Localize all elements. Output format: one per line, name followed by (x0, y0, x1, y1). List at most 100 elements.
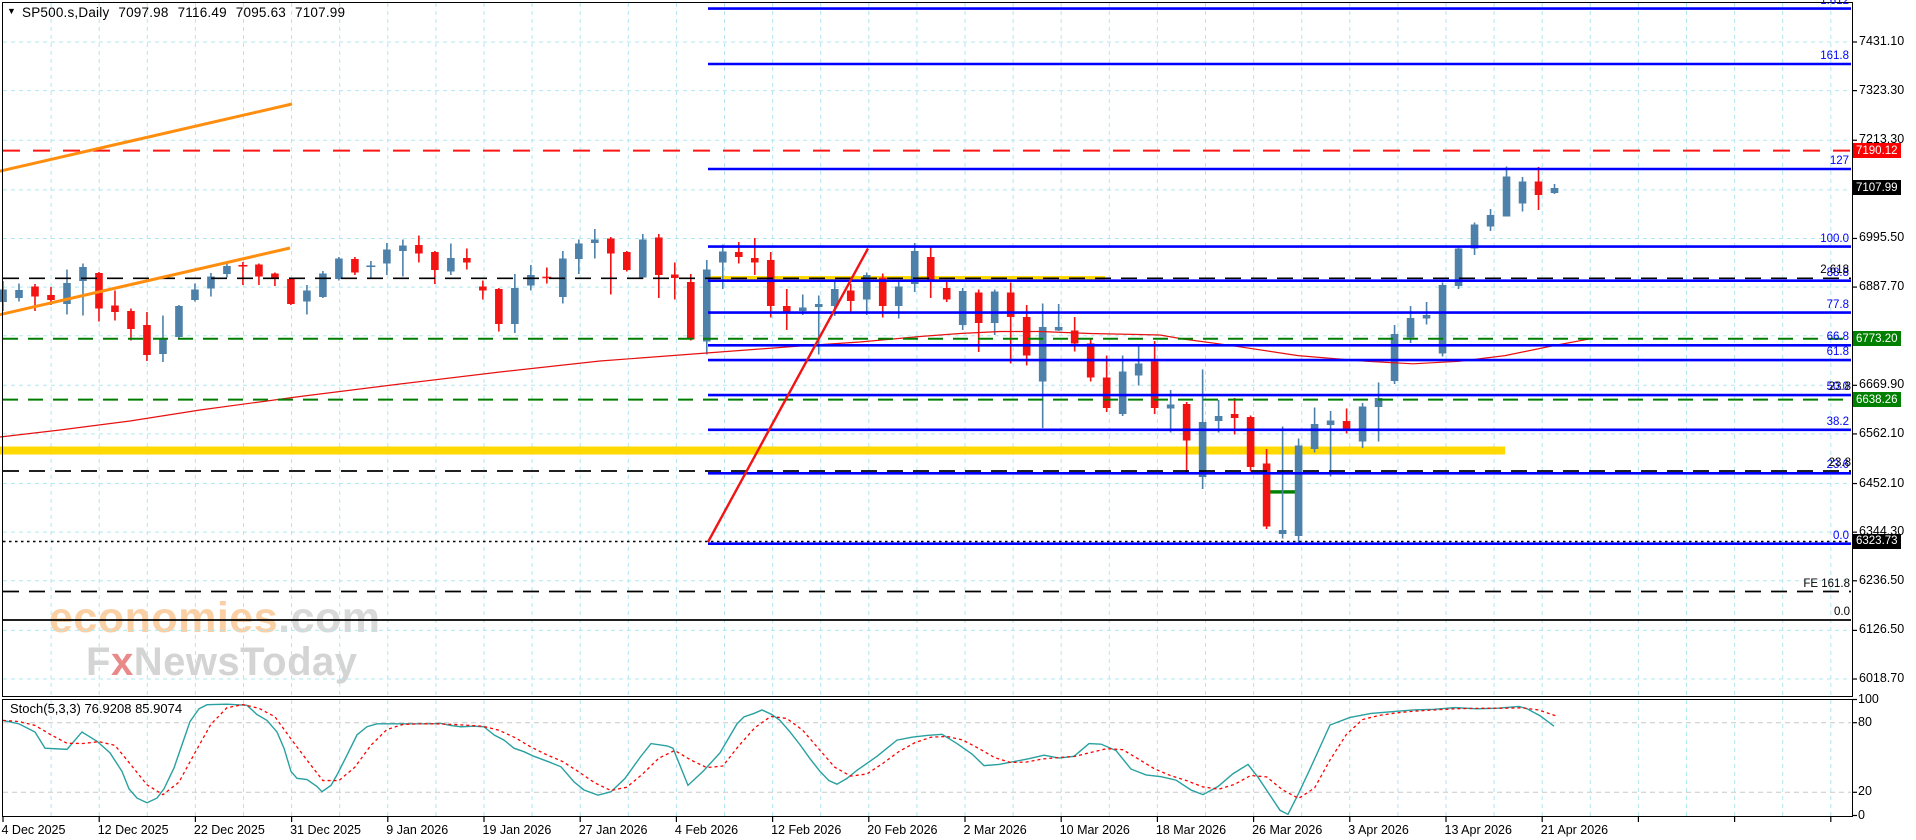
candle-body (63, 282, 71, 304)
price-axis-label: 6018.70 (1859, 671, 1905, 685)
candle-body (750, 257, 759, 263)
watermark-brand-suffix: .com (278, 594, 381, 642)
candle-body (1214, 415, 1223, 421)
candle-body (223, 266, 231, 275)
date-axis-label: 4 Feb 2026 (674, 823, 739, 837)
watermark-subtitle: FxNewsToday (86, 640, 358, 685)
chart-title: SP500.s,Daily 7097.98 7116.49 7095.63 7107.9… (22, 5, 345, 20)
stoch-axis-label: 100 (1858, 691, 1879, 706)
price-axis-label: 6126.50 (1859, 622, 1905, 637)
candle-body (990, 291, 999, 323)
price-axis-label: 6562.10 (1859, 425, 1905, 440)
stochastic-d-line (2, 703, 1557, 800)
price-axis-label: 6995.50 (1859, 230, 1905, 245)
candle-body (1118, 371, 1127, 415)
candle-body (702, 269, 711, 342)
candle-body (1230, 414, 1239, 419)
candle-body (798, 307, 807, 311)
fib-expansion-label: 23.8 (1828, 381, 1851, 394)
candle-body (527, 274, 535, 286)
ohlc-open: 7097.98 (118, 5, 169, 20)
candle-body (1342, 420, 1351, 431)
candle-body (1022, 317, 1031, 356)
fib-expansion-label: 23.8 (1828, 457, 1851, 469)
symbol-period-label: SP500.s,Daily (22, 5, 110, 20)
price-badge: 6323.73 (1853, 533, 1901, 549)
candle-body (495, 289, 503, 325)
candle-body (255, 264, 263, 277)
main-pane-border (2, 2, 1853, 697)
candle-body (303, 290, 311, 302)
stoch-axis-label: 20 (1858, 784, 1872, 799)
candle-body (1390, 333, 1399, 381)
candle-body (511, 288, 519, 325)
candle-body (431, 252, 439, 271)
orange-channel-lower (0, 246, 291, 317)
candle-body (862, 274, 871, 300)
candle-body (782, 306, 791, 313)
candle-body (1262, 463, 1271, 527)
candle-body (575, 243, 583, 260)
candle-body (479, 286, 487, 291)
candle-body (894, 286, 903, 307)
candle-body (654, 237, 663, 275)
date-axis-label: 22 Dec 2025 (193, 823, 265, 837)
fib-expansion-label: 0.0 (1834, 606, 1850, 618)
price-badge: 7107.99 (1853, 180, 1901, 196)
candle-body (814, 303, 823, 308)
candle-body (287, 278, 295, 304)
candle-body (670, 274, 679, 279)
watermark-subtitle-x: x (110, 640, 134, 684)
candle-body (335, 258, 343, 279)
candle-body (1182, 404, 1191, 441)
candle-body (1454, 248, 1463, 286)
watermark-brand: economies.com (49, 594, 381, 643)
candle-body (127, 310, 135, 330)
price-badge: 7190.12 (1853, 143, 1901, 159)
candle-body (1054, 326, 1063, 331)
candle-body (1358, 406, 1367, 442)
price-badge: 6638.26 (1853, 392, 1901, 408)
date-axis-label: 10 Mar 2026 (1059, 823, 1130, 837)
price-axis-label: 6452.10 (1859, 475, 1905, 490)
ohlc-low: 7095.63 (235, 5, 286, 20)
candle-body (1422, 314, 1431, 319)
fib-label: 61.8 (1826, 346, 1849, 359)
candle-body (718, 251, 727, 263)
candle-body (1198, 422, 1207, 478)
date-axis-label: 26 Mar 2026 (1252, 823, 1323, 837)
fib-expansion-label: 2.618 (1820, 264, 1849, 277)
yellow-band (0, 446, 1505, 455)
stoch-d-value: 85.9074 (135, 701, 183, 716)
price-badge: 6773.20 (1853, 331, 1901, 347)
candle-body (319, 273, 327, 297)
stoch-name: Stoch(5,3,3) (10, 701, 81, 716)
stoch-axis-label: 0 (1858, 807, 1865, 822)
candle-body (447, 257, 455, 272)
candle-body (639, 239, 647, 278)
candle-body (79, 267, 87, 282)
candle-body (271, 273, 279, 279)
candle-body (1326, 420, 1335, 426)
stochastic-label: Stoch(5,3,3) 76.9208 85.9074 (10, 701, 182, 716)
symbol-dropdown-icon[interactable]: ▼ (7, 6, 16, 16)
date-axis-label: 12 Feb 2026 (771, 823, 842, 837)
fib-label: 161.8 (1820, 50, 1849, 62)
candle-body (1166, 404, 1175, 409)
date-axis-label: 12 Dec 2025 (97, 823, 169, 837)
date-axis-label: 2 Mar 2026 (963, 823, 1027, 837)
stochastic-k-line (2, 703, 1555, 816)
watermark-subtitle-f: F (86, 640, 111, 684)
ohlc-close: 7107.99 (295, 5, 346, 20)
fib-label: 1.612 (1820, 0, 1849, 7)
candle-body (1278, 530, 1287, 535)
ohlc-high: 7116.49 (177, 5, 227, 20)
date-axis-label: 19 Jan 2026 (482, 823, 552, 837)
candle-body (399, 245, 407, 251)
orange-channel-upper (0, 102, 293, 173)
date-axis-label: 9 Jan 2026 (386, 823, 449, 837)
candle-body (207, 276, 215, 289)
date-axis-label: 3 Apr 2026 (1348, 823, 1409, 837)
price-axis-label: 6669.90 (1859, 377, 1905, 392)
